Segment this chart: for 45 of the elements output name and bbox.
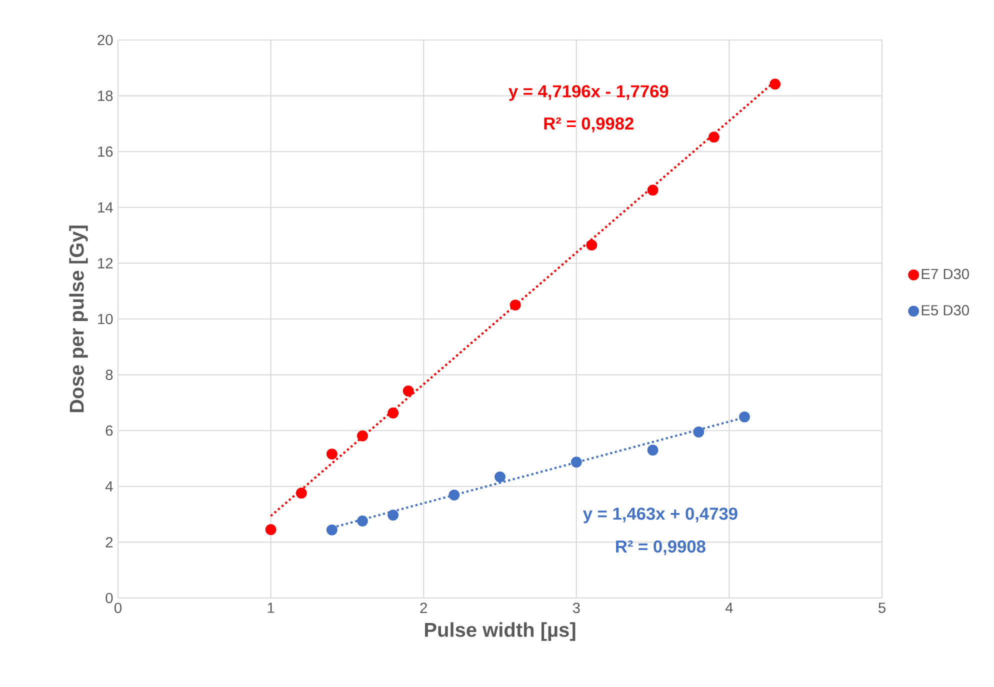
- x-axis-title: Pulse width [µs]: [425, 622, 576, 641]
- y-tick-label: 12: [98, 258, 113, 268]
- point: [647, 184, 658, 196]
- point: [357, 430, 368, 442]
- point: [647, 444, 658, 456]
- y-tick-label: 14: [98, 202, 113, 212]
- point: [586, 240, 598, 251]
- y-tick-label: 4: [105, 481, 113, 492]
- y-tick-label: 18: [98, 90, 113, 101]
- point: [326, 524, 338, 536]
- point: [388, 510, 399, 521]
- point: [693, 426, 704, 438]
- y-tick-label: 2: [106, 537, 113, 548]
- point: [357, 516, 368, 526]
- x-tick-label: 3: [572, 602, 580, 614]
- legend-label: E7 D30: [922, 268, 969, 280]
- point: [296, 488, 307, 499]
- point: [708, 132, 720, 143]
- point: [265, 524, 276, 536]
- annotation: y = 4,7196x - 1,7769: [508, 85, 668, 101]
- y-tick-label: 0: [106, 592, 113, 604]
- point: [494, 471, 506, 482]
- y-axis-title: Dose per pulse [Gy]: [69, 226, 88, 412]
- x-tick-label: 0: [114, 602, 122, 614]
- point: [770, 78, 781, 90]
- y-tick-label: 20: [98, 34, 113, 46]
- x-tick-label: 2: [420, 602, 427, 613]
- legend-label: E5 D30: [922, 305, 969, 316]
- y-tick-label: 10: [98, 314, 113, 324]
- point: [510, 300, 521, 311]
- x-tick-label: 4: [725, 602, 733, 613]
- point: [402, 386, 414, 396]
- annotation: y = 1,463x + 0,4739: [582, 508, 738, 524]
- annotation: R² = 0,9908: [616, 540, 706, 556]
- y-tick-label: 8: [106, 370, 113, 380]
- point: [570, 456, 582, 468]
- point: [448, 490, 460, 501]
- y-tick-label: 6: [106, 425, 113, 436]
- annotation: R² = 0,9982: [544, 117, 634, 132]
- point: [326, 448, 338, 460]
- x-tick-label: 5: [878, 602, 886, 613]
- point: [388, 408, 399, 418]
- point: [739, 411, 750, 422]
- x-tick-label: 1: [268, 602, 274, 613]
- y-tick-label: 16: [98, 146, 113, 157]
